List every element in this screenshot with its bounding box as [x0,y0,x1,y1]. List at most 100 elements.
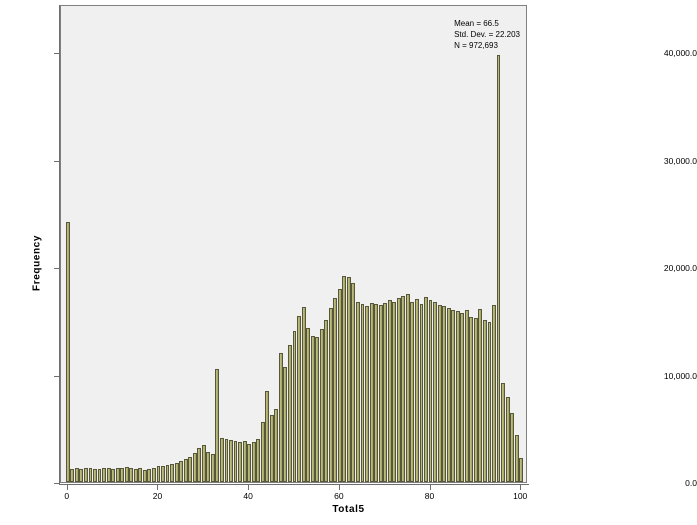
histogram-bar [74,468,79,482]
histogram-bar [356,301,360,482]
histogram-bar [519,458,524,482]
histogram-bar [106,468,111,482]
histogram-bar [315,337,320,482]
histogram-bar [301,306,306,482]
histogram-bars [61,6,526,482]
histogram-bar [161,465,165,482]
histogram-bar [124,466,129,482]
histogram-bar [333,298,338,482]
y-axis-tick-label: 20,000.0 [663,263,697,274]
histogram-bar [210,454,215,482]
histogram-bar [510,413,515,482]
histogram-bar [473,317,478,482]
x-axis-title: Total5 [332,504,365,515]
histogram-bar [283,367,288,482]
histogram-bar [365,305,369,482]
histogram-bar [102,467,106,482]
histogram-bar [238,442,243,482]
histogram-bar [414,299,419,482]
histogram-bar [451,310,456,482]
histogram-bar [242,441,247,482]
histogram-bar [405,294,410,482]
histogram-bar [455,311,460,482]
histogram-bar [111,468,116,482]
histogram-bar [469,316,474,482]
histogram-bar [274,408,279,482]
histogram-bar [464,310,469,482]
y-axis-tick [54,375,60,377]
histogram-bar [297,315,301,482]
histogram-bar [460,313,465,482]
histogram-bar [97,468,102,482]
histogram-bar [369,302,374,482]
histogram-bar [179,461,184,482]
histogram-bar [151,467,156,482]
histogram-bar [387,300,392,482]
histogram-bar [437,304,442,482]
histogram-bar [206,452,211,482]
plot-area: Mean = 66.5 Std. Dev. = 22.203 N = 972,6… [60,5,527,483]
x-axis-tick [248,484,250,490]
histogram-bar [346,276,351,482]
histogram-bar [487,321,492,482]
histogram-bar [292,330,297,482]
histogram-bar [188,457,193,482]
histogram-bar [174,462,179,482]
histogram-bar [83,468,88,482]
histogram-bar [351,283,356,482]
histogram-bar [265,390,270,482]
x-axis-tick [429,484,431,490]
histogram-bar [328,308,333,482]
histogram-bar [288,344,292,482]
histogram-bar [247,444,252,482]
histogram-bar [224,438,229,482]
histogram-bar [396,298,401,482]
histogram-bar [197,447,202,482]
histogram-bar [192,453,197,482]
histogram-bar [392,301,397,482]
histogram-bar [129,467,134,482]
histogram-bar [428,300,433,482]
histogram-bar [229,440,233,482]
histogram-bar [70,468,75,482]
y-axis-tick-label: 30,000.0 [663,155,697,166]
histogram-bar [256,439,261,482]
histogram-bar [505,397,510,482]
n-text: N = 972,693 [454,41,498,51]
histogram-bar [215,369,220,482]
histogram-bar [269,415,274,482]
histogram-bar [79,468,84,482]
histogram-bar [88,468,93,482]
histogram-bar [433,301,437,482]
histogram-bar [324,319,329,482]
histogram-bar [133,468,138,482]
histogram-bar [424,297,428,482]
y-axis-tick [54,160,60,162]
histogram-bar [201,445,206,482]
histogram-bar [442,305,447,482]
histogram-bar [142,469,147,482]
y-axis-tick [54,53,60,55]
histogram-bar [410,301,415,482]
y-axis-tick-label: 0.0 [685,478,697,488]
histogram-bar [170,463,175,482]
histogram-bar [501,383,505,482]
histogram-bar [278,353,283,482]
histogram-bar [183,459,188,482]
histogram-bar [342,275,347,482]
y-axis-line [59,5,60,484]
y-axis-tick-label: 40,000.0 [663,48,697,59]
histogram-bar [514,434,519,482]
histogram-bar [65,222,70,482]
x-axis-tick [338,484,340,490]
histogram-bar [482,319,487,482]
histogram-bar [147,468,152,482]
histogram-bar [310,335,315,482]
histogram-bar [496,54,501,482]
x-axis-tick [520,484,522,490]
histogram-bar [233,440,238,482]
histogram-bar [478,309,483,482]
x-axis-line [59,484,529,485]
x-axis-tick [157,484,159,490]
